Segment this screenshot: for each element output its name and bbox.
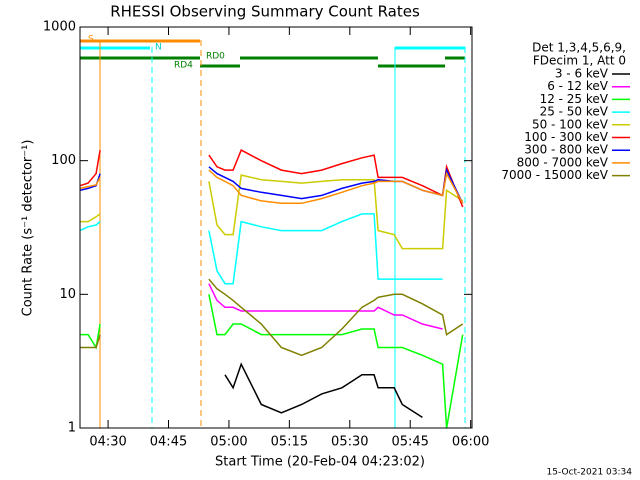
legend-label: 6 - 12 keV [547, 79, 609, 93]
flag-label: RD4 [174, 61, 193, 71]
x-tick-label: 04:30 [89, 435, 126, 450]
y-tick-label: 1 [68, 421, 76, 436]
legend-label: 100 - 300 keV [524, 130, 608, 144]
x-tick-label: 05:00 [210, 435, 247, 450]
series-line [79, 149, 464, 208]
x-tick-label: 05:45 [391, 435, 428, 450]
flag-label: S [88, 35, 94, 45]
plot-frame [79, 26, 473, 429]
series-line [80, 174, 464, 250]
y-axis-label: Count Rate (s⁻¹ detector⁻¹) [21, 140, 36, 317]
x-tick-label: 05:15 [271, 435, 308, 450]
legend-label: 300 - 800 keV [524, 143, 608, 157]
flag-label: RD0 [206, 52, 225, 62]
x-axis-label: Start Time (20-Feb-04 04:23:02) [215, 455, 425, 470]
series-line [79, 213, 443, 285]
legend-title: Det 1,3,4,5,6,9, [532, 41, 626, 55]
legend-label: 7000 - 15000 keV [501, 168, 608, 182]
legend-label: 50 - 100 keV [532, 117, 609, 131]
x-tick-label: 06:00 [452, 435, 489, 450]
y-tick-label: 100 [51, 153, 76, 168]
legend-label: 12 - 25 keV [540, 92, 609, 106]
legend-label: 25 - 50 keV [540, 105, 609, 119]
chart-title: RHESSI Observing Summary Count Rates [110, 3, 420, 21]
series-line [224, 362, 423, 419]
legend-title: FDecim 1, Att 0 [533, 54, 626, 68]
legend-label: 800 - 7000 keV [517, 155, 609, 169]
series-line [79, 169, 464, 205]
flag-lines [99, 40, 466, 428]
y-tick-label: 10 [59, 287, 76, 302]
x-tick-label: 04:45 [150, 435, 187, 450]
legend-label: 3 - 6 keV [555, 67, 609, 81]
footer: 15-Oct-2021 03:34 [547, 468, 633, 478]
y-tick-label: 1000 [43, 20, 76, 35]
series-line [80, 278, 464, 357]
flag-label: N [155, 43, 162, 53]
x-tick-label: 05:30 [331, 435, 368, 450]
series-line [80, 294, 464, 429]
